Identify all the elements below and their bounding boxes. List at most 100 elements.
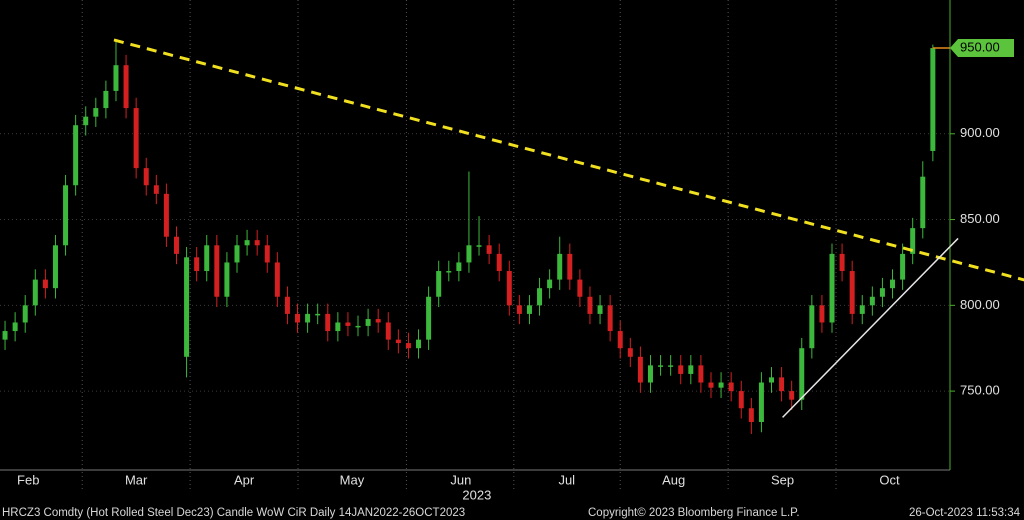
x-tick-label: Apr [234, 472, 255, 487]
candle-body [728, 382, 734, 392]
candle-body [2, 331, 8, 340]
candle-body [385, 322, 391, 340]
candle-body [688, 365, 694, 374]
candle-body [930, 48, 936, 151]
candle-body [375, 319, 381, 323]
candle-body [779, 377, 785, 392]
candle-body [204, 245, 210, 272]
y-tick-label: 900.00 [960, 125, 1000, 140]
candle-body [849, 271, 855, 314]
footer-right: 26-Oct-2023 11:53:34 [909, 507, 1021, 519]
candle-body [365, 319, 371, 326]
candle-body [234, 245, 240, 263]
candle-body [325, 313, 331, 332]
last-price-label: 950.00 [960, 39, 1000, 54]
candle-body [224, 262, 230, 297]
candle-body [305, 313, 311, 323]
y-tick-label: 750.00 [960, 383, 1000, 398]
candle-body [446, 271, 452, 273]
candle-body [668, 365, 674, 367]
candle-body [890, 279, 896, 289]
candle-body [809, 305, 815, 349]
candle-body [436, 271, 442, 297]
last-price-box [950, 39, 1014, 58]
candle-body [163, 193, 169, 237]
candle-body [22, 305, 28, 323]
y-tick-label: 850.00 [960, 211, 1000, 226]
candle-body [123, 65, 129, 109]
candle-body [32, 279, 38, 306]
candle-body [486, 245, 492, 254]
candle-body [597, 305, 603, 314]
candle-body [426, 296, 432, 340]
candle-body [42, 279, 48, 289]
candle-body [405, 343, 411, 349]
candle-body [83, 116, 89, 126]
candle-body [577, 279, 583, 297]
candle-body [910, 228, 916, 254]
candle-body [768, 377, 774, 383]
candle-body [758, 382, 764, 422]
candle-body [143, 168, 149, 186]
y-tick-label: 800.00 [960, 297, 1000, 312]
candle-body [567, 253, 573, 280]
x-tick-label: May [340, 472, 365, 487]
candle-body [738, 391, 744, 409]
candle-body [526, 305, 532, 314]
footer-left: HRCZ3 Comdty (Hot Rolled Steel Dec23) Ca… [2, 507, 465, 519]
candle-body [587, 296, 593, 314]
candle-body [103, 90, 109, 109]
candle-body [416, 339, 422, 349]
candle-body [789, 391, 795, 400]
candle-body [637, 356, 643, 383]
x-tick-label: Jul [558, 472, 575, 487]
x-tick-label: Sep [771, 472, 794, 487]
candle-body [920, 176, 926, 229]
candle-body [476, 245, 482, 247]
candle-body [355, 325, 361, 328]
candle-body [658, 365, 664, 367]
candle-body [748, 408, 754, 422]
candle-body [244, 240, 250, 246]
candle-body [496, 253, 502, 272]
candle-body [859, 305, 865, 314]
candle-body [456, 262, 462, 272]
candle-body [819, 305, 825, 323]
candle-body [295, 313, 301, 323]
candle-body [627, 348, 633, 357]
footer-center: Copyright© 2023 Bloomberg Finance L.P. [588, 507, 800, 519]
candle-body [315, 313, 321, 316]
candle-body [839, 253, 845, 272]
candle-body [153, 185, 159, 194]
x-year-label: 2023 [462, 487, 491, 502]
candle-body [93, 108, 99, 117]
candle-body [52, 245, 58, 289]
candle-body [607, 305, 613, 332]
candle-body [345, 322, 351, 326]
candle-body [274, 262, 280, 297]
candle-body [12, 322, 18, 332]
candle-body [718, 382, 724, 388]
candle-body [113, 65, 119, 91]
x-tick-label: Aug [662, 472, 685, 487]
candle-body [184, 257, 190, 357]
candle-body [63, 185, 69, 246]
candle-body [466, 245, 472, 263]
candle-body [133, 108, 139, 169]
candle-body [395, 339, 401, 344]
candle-body [214, 245, 220, 297]
candle-body [879, 288, 885, 297]
candle-body [506, 271, 512, 306]
candle-body [537, 288, 543, 306]
trend-line [782, 237, 959, 418]
candle-body [254, 240, 260, 246]
candle-body [516, 305, 522, 314]
candle-body [869, 296, 875, 306]
trend-line [113, 38, 1024, 282]
candle-body [678, 365, 684, 374]
x-tick-label: Oct [879, 472, 900, 487]
candle-body [708, 382, 714, 388]
candle-body [557, 253, 563, 280]
